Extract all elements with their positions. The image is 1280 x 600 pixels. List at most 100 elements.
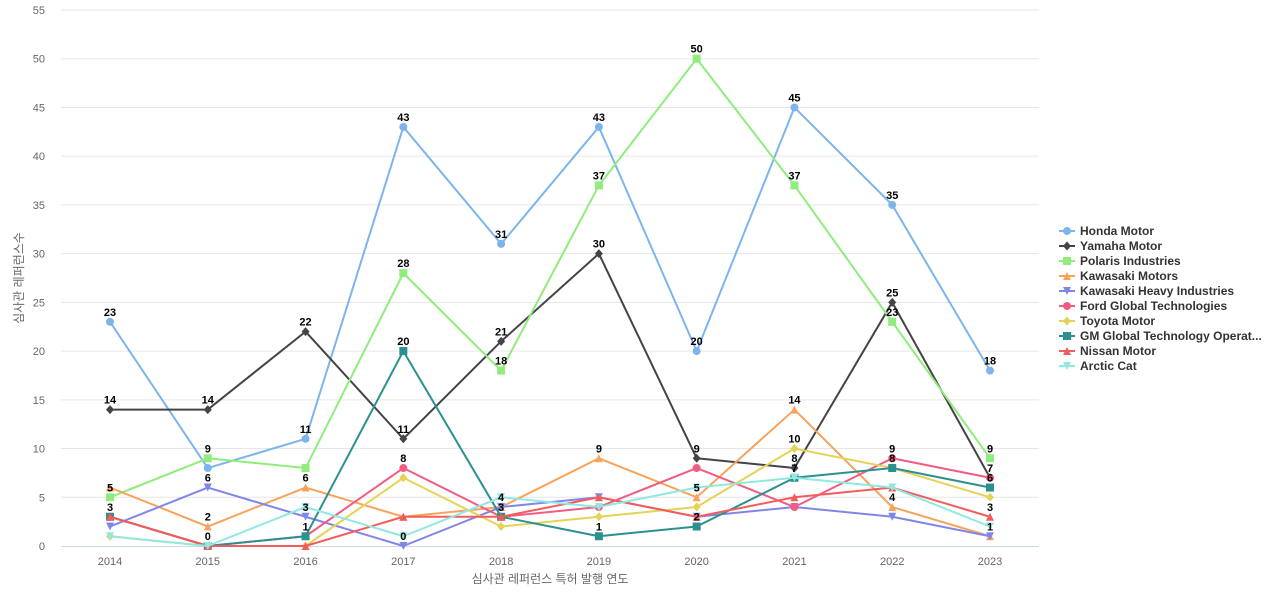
legend-marker-icon[interactable] (1063, 362, 1071, 370)
data-point-marker[interactable] (790, 473, 799, 482)
data-point-marker[interactable] (106, 522, 114, 531)
data-point-marker[interactable] (203, 405, 212, 415)
data-point-marker[interactable] (203, 483, 212, 492)
data-point-marker[interactable] (986, 512, 994, 521)
data-point-marker[interactable] (301, 327, 310, 337)
data-point-marker[interactable] (106, 493, 114, 502)
data-point-marker[interactable] (692, 512, 701, 521)
data-point-marker[interactable] (790, 181, 799, 190)
legend-marker-icon[interactable] (1063, 302, 1071, 310)
data-point-marker[interactable] (399, 122, 408, 131)
data-point-marker[interactable] (594, 512, 603, 522)
legend-item[interactable]: GM Global Technology Operat... (1059, 329, 1262, 343)
data-point-marker[interactable] (692, 54, 701, 63)
data-point-marker[interactable] (399, 473, 408, 483)
legend-item[interactable]: Ford Global Technologies (1059, 299, 1227, 313)
data-point-marker[interactable] (986, 473, 994, 482)
data-point-marker[interactable] (692, 347, 701, 356)
legend-item[interactable]: Kawasaki Heavy Industries (1059, 284, 1234, 298)
data-point-marker[interactable] (790, 405, 799, 414)
data-point-marker[interactable] (399, 512, 408, 521)
legend-marker-icon[interactable] (1063, 347, 1071, 355)
data-point-marker[interactable] (106, 532, 114, 541)
legend-marker-icon[interactable] (1063, 272, 1071, 280)
data-point-marker[interactable] (203, 522, 212, 531)
legend-item[interactable]: Kawasaki Motors (1059, 269, 1178, 283)
data-point-marker[interactable] (106, 483, 114, 492)
legend-marker-icon[interactable] (1063, 241, 1071, 251)
legend-item[interactable]: Yamaha Motor (1059, 239, 1162, 253)
data-point-marker[interactable] (301, 464, 310, 473)
data-point-marker[interactable] (692, 453, 701, 463)
data-point-marker[interactable] (399, 532, 408, 541)
legend-item[interactable]: Honda Motor (1059, 224, 1154, 238)
legend-item[interactable]: Polaris Industries (1059, 254, 1181, 268)
data-point-marker[interactable] (888, 464, 897, 473)
data-point-marker[interactable] (986, 522, 994, 531)
legend-item[interactable]: Toyota Motor (1059, 314, 1155, 328)
data-point-marker[interactable] (301, 483, 310, 492)
data-point-marker[interactable] (399, 347, 408, 356)
data-point-marker[interactable] (594, 454, 603, 463)
data-point-marker[interactable] (203, 464, 212, 473)
data-point-marker[interactable] (594, 532, 603, 541)
legend-item[interactable]: Nissan Motor (1059, 344, 1156, 358)
data-point-marker[interactable] (790, 493, 799, 502)
legend-marker-icon[interactable] (1063, 257, 1071, 265)
data-point-marker[interactable] (399, 542, 408, 550)
data-point-marker[interactable] (203, 542, 212, 550)
legend-item[interactable]: Arctic Cat (1059, 359, 1137, 373)
data-point-marker[interactable] (594, 122, 603, 131)
data-label: 43 (593, 112, 605, 124)
data-point-marker[interactable] (692, 522, 701, 531)
legend-marker-icon[interactable] (1063, 227, 1071, 235)
data-point-marker[interactable] (106, 317, 114, 326)
data-point-marker[interactable] (106, 405, 114, 415)
data-point-marker[interactable] (790, 444, 799, 454)
data-point-marker[interactable] (301, 512, 310, 521)
data-point-marker[interactable] (692, 493, 701, 502)
data-point-marker[interactable] (399, 464, 408, 473)
data-point-marker[interactable] (888, 297, 897, 307)
data-point-marker[interactable] (888, 200, 897, 209)
legend-marker-icon[interactable] (1063, 316, 1071, 326)
data-point-marker[interactable] (301, 542, 310, 550)
data-point-marker[interactable] (986, 492, 994, 502)
legend-marker-icon[interactable] (1063, 332, 1071, 340)
legend-marker-icon[interactable] (1063, 287, 1071, 295)
data-point-marker[interactable] (497, 366, 506, 375)
data-point-marker[interactable] (986, 454, 994, 463)
data-point-marker[interactable] (594, 181, 603, 190)
data-point-marker[interactable] (594, 249, 603, 259)
data-point-marker[interactable] (790, 503, 799, 512)
data-point-marker[interactable] (497, 493, 506, 502)
data-point-marker[interactable] (888, 512, 897, 521)
data-point-marker[interactable] (888, 454, 897, 463)
data-point-marker[interactable] (497, 512, 506, 521)
data-point-marker[interactable] (497, 239, 506, 248)
data-point-marker[interactable] (888, 317, 897, 326)
data-point-marker[interactable] (790, 463, 799, 473)
data-point-marker[interactable] (106, 512, 114, 521)
data-point-marker[interactable] (301, 532, 310, 541)
data-point-marker[interactable] (790, 103, 799, 112)
data-point-marker[interactable] (399, 434, 408, 444)
data-point-marker[interactable] (399, 269, 408, 278)
data-point-marker[interactable] (986, 366, 994, 375)
data-point-marker[interactable] (986, 532, 994, 541)
data-point-marker[interactable] (301, 503, 310, 512)
legend-label: Ford Global Technologies (1080, 299, 1227, 313)
data-point-marker[interactable] (888, 483, 897, 492)
data-point-marker[interactable] (594, 493, 603, 502)
data-point-marker[interactable] (497, 336, 506, 346)
data-point-marker[interactable] (301, 434, 310, 443)
data-point-marker[interactable] (497, 522, 506, 532)
data-point-marker[interactable] (692, 502, 701, 512)
data-point-marker[interactable] (986, 483, 994, 492)
data-point-marker[interactable] (692, 483, 701, 492)
data-point-marker[interactable] (692, 464, 701, 473)
data-point-marker[interactable] (497, 503, 506, 512)
data-point-marker[interactable] (203, 454, 212, 463)
data-point-marker[interactable] (594, 503, 603, 512)
data-point-marker[interactable] (888, 503, 897, 512)
